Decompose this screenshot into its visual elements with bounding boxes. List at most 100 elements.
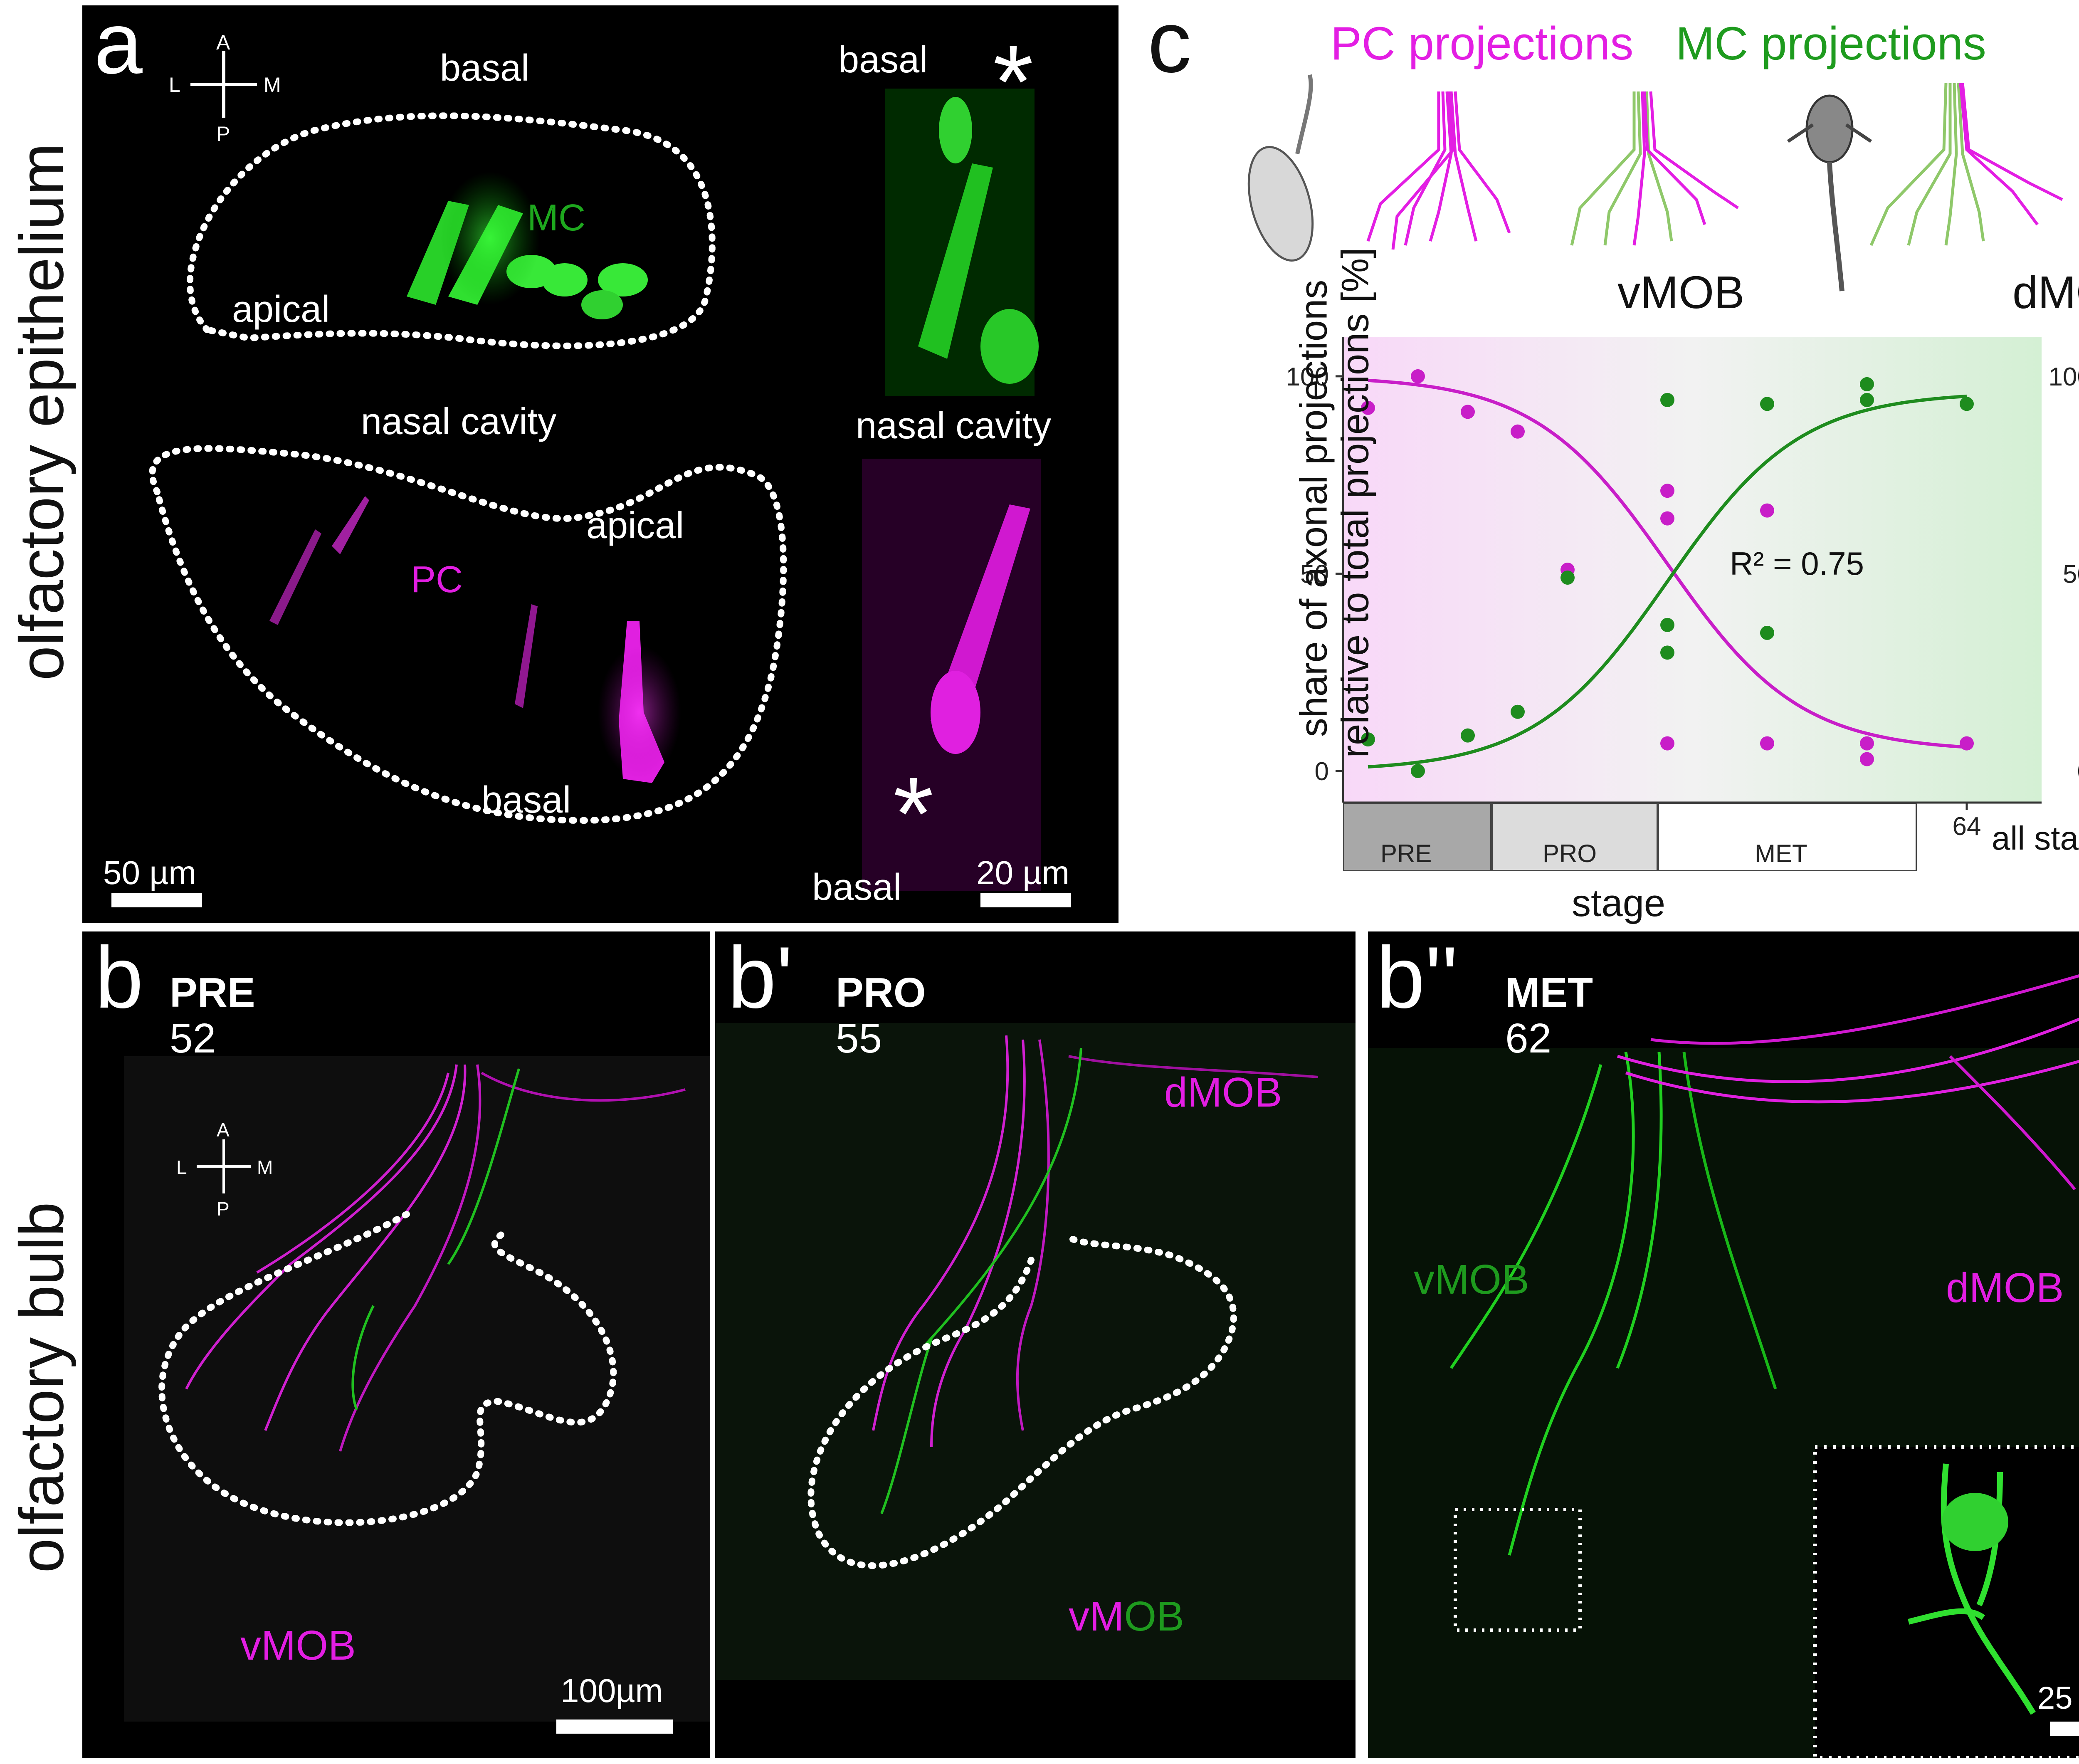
panel-b-prime-letter: b' <box>728 931 793 1026</box>
panel-b-compass-p: P <box>217 1198 230 1220</box>
fit-curve-mc <box>1368 394 1967 769</box>
panel-b-letter: b <box>95 931 143 1026</box>
side-y-tick-label-0: 0 <box>2077 757 2079 786</box>
bottom-apical-label: apical <box>586 505 684 546</box>
panel-b-prime-image <box>715 1023 1356 1680</box>
point-mc-1 <box>1411 764 1425 778</box>
right-nasal-cavity-label: nasal cavity <box>856 405 1052 447</box>
y-tick-label-100: 100 <box>1286 363 1329 391</box>
panel-b-prime-vmob-label: vMOB <box>1069 1593 1184 1640</box>
panel-b-double-prime-vmob-label: vMOB <box>1414 1256 1529 1303</box>
panel-b-compass <box>197 1139 251 1193</box>
panel-b-prime-vmob-outline <box>807 1236 1237 1569</box>
panel-b-number: 52 <box>170 1015 216 1062</box>
point-mc-0 <box>1361 732 1375 747</box>
vmob-magenta-part: vM <box>1069 1593 1124 1640</box>
nasal-cavity-label: nasal cavity <box>361 401 557 442</box>
panel-b-double-prime-dmob-label: dMOB <box>1946 1265 2064 1311</box>
point-pc-1 <box>1411 369 1425 383</box>
panel-a-letter: a <box>94 5 143 92</box>
y-tick-label-50: 50 <box>1300 560 1329 588</box>
inset-neuron <box>1908 1463 2036 1715</box>
panel-b-double-prime: b'' MET 62 vMOB dMOB 25 µm <box>1368 931 2079 1758</box>
olfactory-epithelium-label: olfactory epithelium <box>6 143 77 681</box>
asterisk-bottom: * <box>893 756 934 872</box>
panel-b-prime: b' PRO 55 dMOB vMOB <box>715 931 1356 1758</box>
right-basal-top-label: basal <box>838 39 928 81</box>
point-pc-12 <box>1960 736 1974 751</box>
fit-curve-pc <box>1368 378 1967 749</box>
panel-a-scale-bar <box>111 893 202 907</box>
point-pc-5 <box>1660 484 1674 498</box>
panel-a-right-scale-label: 20 µm <box>976 854 1069 891</box>
compass-l: L <box>169 73 180 96</box>
y-axis-label-line2: relative to total projections [%] <box>1334 247 1377 758</box>
panel-b-double-prime-scale-bar <box>2050 1722 2079 1736</box>
stage-band-met <box>1658 803 1917 871</box>
point-pc-2 <box>1461 405 1475 419</box>
inset-source-box <box>1454 1508 1582 1632</box>
panel-a-right-scale-bar <box>980 893 1071 907</box>
point-pc-9 <box>1760 736 1774 751</box>
dmob-projection-drawing <box>1869 83 2063 246</box>
point-pc-0 <box>1361 400 1375 415</box>
side-y-tick-label-50: 50 <box>2063 560 2079 588</box>
point-pc-11 <box>1860 752 1874 766</box>
point-pc-10 <box>1860 736 1874 751</box>
point-mc-11 <box>1860 393 1874 407</box>
panel-b-scale-bar <box>556 1720 673 1734</box>
mc-projections-title: MC projections <box>1676 17 1986 69</box>
point-mc-8 <box>1760 397 1774 411</box>
stage-label-pre: PRE <box>1380 840 1432 867</box>
tadpole-illustration <box>1247 74 1314 262</box>
pc-cells <box>269 496 681 783</box>
panel-b-image <box>124 1056 710 1722</box>
panel-b-double-prime-scale-label: 25 µm <box>2037 1680 2079 1716</box>
panel-c: c PC projections MC projections <box>1123 0 2079 931</box>
point-mc-10 <box>1860 377 1874 391</box>
top-apical-label: apical <box>232 289 330 330</box>
point-pc-6 <box>1660 511 1674 526</box>
side-y-tick-label-100: 100 <box>2049 363 2079 391</box>
side-x-label: all stages <box>1992 820 2079 857</box>
point-pc-3 <box>1511 424 1525 439</box>
panel-b-double-prime-letter: b'' <box>1376 931 1458 1026</box>
compass-p: P <box>216 122 230 146</box>
pc-label: PC <box>411 559 463 600</box>
panel-b-prime-stage: PRO <box>836 969 926 1016</box>
froglet-illustration <box>1787 94 1872 292</box>
pc-projection-drawing <box>1366 91 1511 250</box>
pc-projections-title: PC projections <box>1331 17 1634 69</box>
panel-b-prime-number: 55 <box>836 1015 882 1062</box>
stage-label-pro: PRO <box>1543 840 1597 867</box>
olfactory-bulb-label: olfactory bulb <box>6 1202 77 1573</box>
pc-outline <box>149 445 787 824</box>
point-pc-8 <box>1760 503 1774 518</box>
panel-b-vmob-label: vMOB <box>240 1622 356 1669</box>
panel-b-double-prime-stage: MET <box>1505 969 1593 1016</box>
panel-a-compass <box>190 51 257 118</box>
vmob-green-part: OB <box>1124 1593 1184 1640</box>
point-mc-3 <box>1511 704 1525 719</box>
dmob-heading: dMOB <box>2012 267 2079 318</box>
point-mc-5 <box>1660 393 1674 407</box>
top-basal-label: basal <box>440 47 530 89</box>
panel-b-stage: PRE <box>170 969 255 1016</box>
bottom-basal-label: basal <box>481 779 571 821</box>
x-tick-label-64: 64 <box>1953 812 1981 841</box>
chart-background <box>1343 337 2042 803</box>
x-axis-label: stage <box>1572 882 1666 924</box>
panel-b-double-prime-image <box>1368 974 2079 1758</box>
panel-b-compass-l: L <box>176 1156 187 1178</box>
stage-band-pro <box>1491 803 1658 871</box>
panel-b-scale-label: 100µm <box>560 1672 663 1709</box>
panel-b-compass-a: A <box>217 1119 230 1141</box>
point-mc-2 <box>1461 728 1475 743</box>
panel-b-compass-m: M <box>257 1156 273 1178</box>
panel-b-double-prime-number: 62 <box>1505 1015 1552 1062</box>
y-axis-label-line1: share of axonal projections <box>1292 279 1335 737</box>
stage-label-met: MET <box>1755 840 1807 867</box>
point-pc-7 <box>1660 736 1674 751</box>
r-squared-label: R² = 0.75 <box>1730 545 1864 582</box>
